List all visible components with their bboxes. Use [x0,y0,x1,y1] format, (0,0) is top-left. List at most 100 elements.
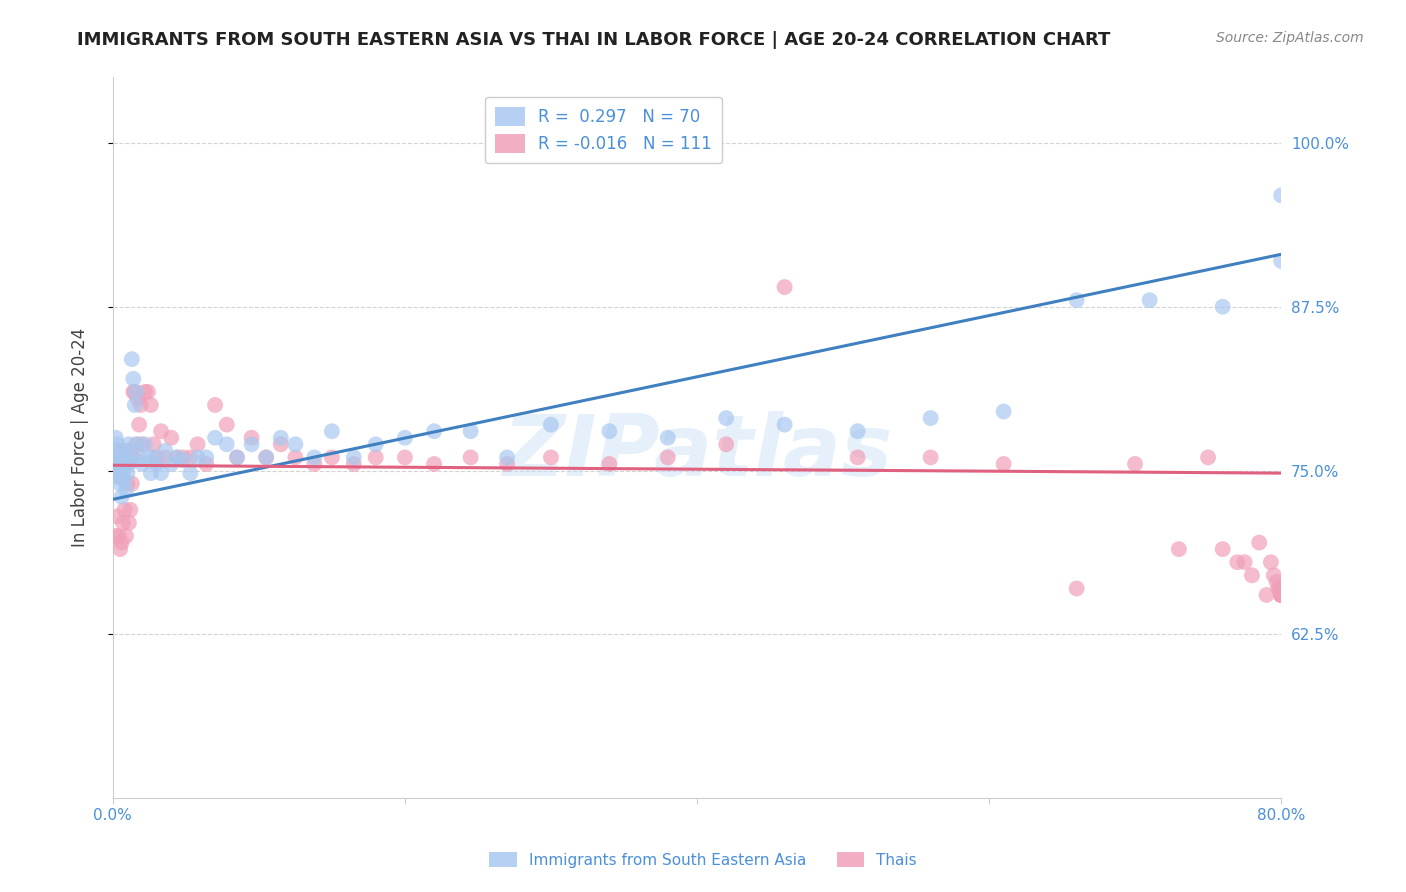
Point [110,453,132,467]
Point [104,529,127,543]
Point [1139,293,1161,308]
Point [124,384,146,399]
Point [1270,582,1292,596]
Point [1270,588,1292,602]
Point [114,503,136,517]
Point [270,431,292,445]
Point [128,450,150,465]
Point [240,431,263,445]
Point [321,424,343,438]
Point [1270,188,1292,202]
Point [105,437,128,451]
Point [1267,582,1289,596]
Point [1260,555,1282,569]
Point [1270,582,1292,596]
Point [540,417,562,432]
Point [1270,582,1292,596]
Point [920,450,942,465]
Point [1270,588,1292,602]
Point [1270,582,1292,596]
Point [127,392,149,406]
Point [142,437,165,451]
Point [364,450,387,465]
Point [1270,582,1292,596]
Point [114,457,136,471]
Point [304,457,326,471]
Point [179,450,201,465]
Point [145,457,167,471]
Point [1270,582,1292,596]
Point [107,470,129,484]
Point [1270,582,1292,596]
Point [150,424,173,438]
Point [107,529,129,543]
Point [1270,582,1292,596]
Point [1270,582,1292,596]
Point [657,450,679,465]
Point [108,542,131,557]
Point [714,437,737,451]
Point [496,457,519,471]
Point [321,450,343,465]
Point [142,450,165,465]
Point [215,437,238,451]
Point [187,437,209,451]
Point [993,404,1015,418]
Point [240,437,263,451]
Point [125,384,148,399]
Point [166,450,188,465]
Point [150,466,173,480]
Point [714,411,737,425]
Point [166,450,188,465]
Y-axis label: In Labor Force | Age 20-24: In Labor Force | Age 20-24 [72,328,89,548]
Point [112,466,135,480]
Point [105,463,128,477]
Point [254,450,277,465]
Point [1263,568,1285,582]
Point [1270,582,1292,596]
Point [364,437,387,451]
Point [496,450,519,465]
Point [122,372,145,386]
Point [108,470,131,484]
Point [129,398,152,412]
Point [118,437,141,451]
Point [112,461,135,475]
Point [172,450,194,465]
Legend: R =  0.297   N = 70, R = -0.016   N = 111: R = 0.297 N = 70, R = -0.016 N = 111 [485,96,723,163]
Point [121,450,143,465]
Point [304,450,326,465]
Point [1212,542,1234,557]
Point [105,457,128,471]
Point [139,466,162,480]
Point [1256,588,1278,602]
Point [1270,253,1292,268]
Point [103,450,125,465]
Point [1270,582,1292,596]
Point [1270,582,1292,596]
Point [108,457,131,471]
Point [284,437,307,451]
Point [1265,574,1288,589]
Point [1270,588,1292,602]
Point [1270,582,1292,596]
Point [160,457,183,471]
Point [540,450,562,465]
Point [195,457,218,471]
Point [112,450,135,465]
Point [343,450,366,465]
Point [128,417,150,432]
Point [1270,582,1292,596]
Point [1270,588,1292,602]
Point [118,457,141,471]
Point [115,443,138,458]
Point [846,424,869,438]
Point [112,516,135,530]
Point [270,437,292,451]
Point [134,437,156,451]
Point [114,450,136,465]
Point [117,476,139,491]
Point [460,450,482,465]
Point [773,417,796,432]
Point [120,503,142,517]
